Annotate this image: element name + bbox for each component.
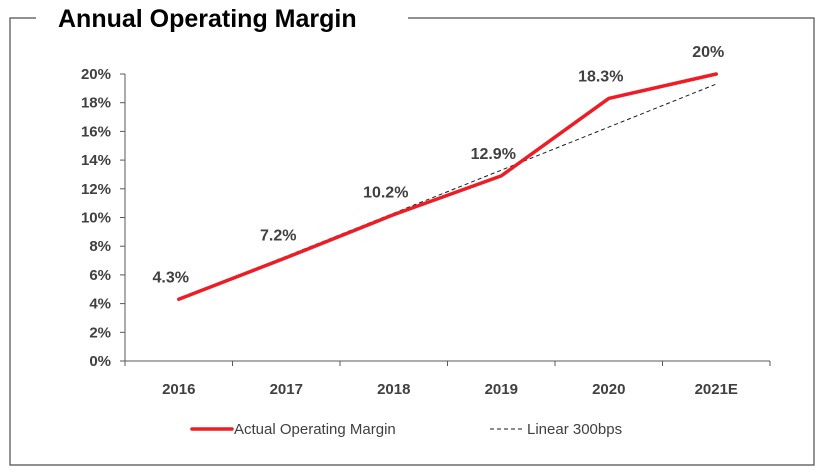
y-tick-label: 2%	[89, 324, 111, 341]
legend-label-linear: Linear 300bps	[527, 421, 622, 438]
legend: Actual Operating Margin Linear 300bps	[190, 421, 622, 438]
data-label: 4.3%	[153, 269, 189, 286]
data-label: 7.2%	[260, 228, 296, 245]
x-tick-label: 2021E	[695, 381, 738, 398]
y-tick-label: 14%	[81, 152, 111, 169]
y-tick-label: 16%	[81, 123, 111, 140]
y-tick-label: 0%	[89, 353, 111, 370]
y-tick-label: 10%	[81, 210, 111, 227]
series-lines	[177, 72, 718, 302]
x-tick-label: 2017	[270, 381, 303, 398]
y-tick-label: 8%	[89, 238, 111, 255]
x-tick-label: 2019	[485, 381, 518, 398]
data-label: 20%	[692, 44, 724, 61]
x-tick-label: 2018	[377, 381, 410, 398]
y-tick-label: 6%	[89, 267, 111, 284]
x-axis: 2016 2017 2018 2019 2020 2021E	[124, 360, 771, 398]
x-tick-label: 2020	[592, 381, 625, 398]
data-label: 18.3%	[578, 68, 623, 85]
series-linear-trend-line	[178, 83, 717, 300]
y-axis: 0% 2% 4% 6% 8% 10% 12% 14% 16% 18% 20%	[81, 66, 126, 370]
legend-label-actual: Actual Operating Margin	[234, 421, 396, 438]
data-labels: 4.3% 7.2% 10.2% 12.9% 18.3% 20%	[153, 44, 725, 286]
x-tick-label: 2016	[162, 381, 195, 398]
series-actual-line	[177, 72, 718, 302]
chart-frame	[9, 17, 815, 466]
y-tick-label: 18%	[81, 95, 111, 112]
y-tick-label: 4%	[89, 296, 111, 313]
data-label: 12.9%	[471, 146, 516, 163]
data-label: 10.2%	[363, 185, 408, 202]
y-tick-label: 12%	[81, 181, 111, 198]
chart-title: Annual Operating Margin	[58, 5, 357, 33]
y-tick-label: 20%	[81, 66, 111, 83]
